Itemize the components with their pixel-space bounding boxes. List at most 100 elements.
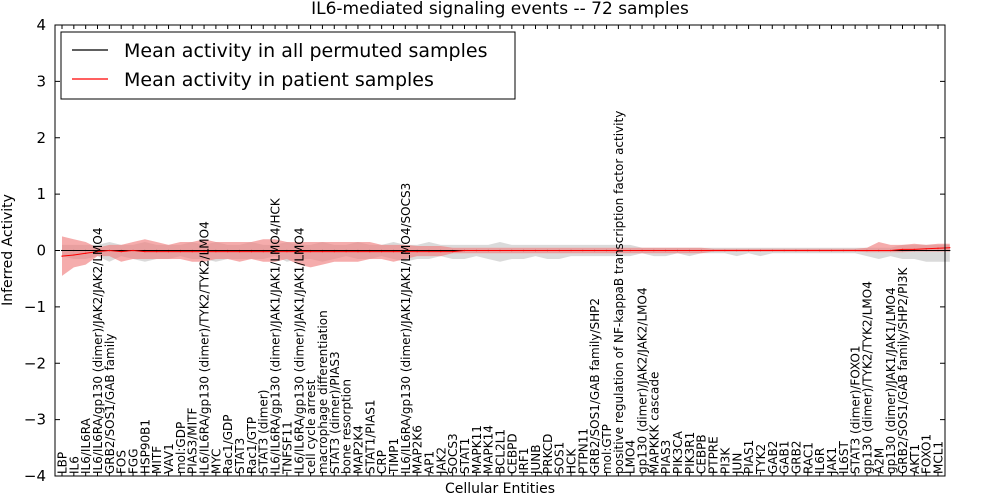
patient-point-16 [250, 251, 253, 253]
x-tick-label-42: SOS1 [553, 442, 567, 474]
y-tick-label-6: 2 [36, 129, 46, 147]
patient-point-1 [73, 254, 75, 256]
patient-point-69 [878, 249, 880, 252]
x-tick-label-73: FOXO1 [920, 434, 934, 474]
x-tick-label-25: MAP2K4 [351, 425, 365, 474]
permuted-point-13 [215, 249, 217, 252]
patient-point-67 [854, 249, 856, 252]
patient-point-46 [605, 249, 608, 252]
x-tick-label-3: IL6/IL6RA/gp130 (dimer)/JAK2/JAK2/LMO4 [91, 228, 105, 474]
x-tick-label-0: LBP [56, 452, 70, 474]
x-axis-label: Cellular Entities [445, 481, 555, 497]
x-tick-label-21: cell cycle arrest [304, 379, 318, 474]
y-tick-label-1: −3 [24, 411, 46, 429]
patient-point-36 [487, 249, 489, 252]
x-tick-label-67: STAT3 (dimer)/FOXO1 [849, 345, 863, 474]
permuted-point-5 [120, 249, 122, 252]
permuted-point-11 [191, 249, 193, 252]
x-tick-label-56: PI3K [718, 447, 732, 474]
x-tick-label-39: IRF1 [517, 448, 531, 474]
x-tick-label-7: HSP90B1 [138, 419, 152, 474]
patient-point-25 [357, 251, 359, 253]
permuted-point-28 [392, 249, 395, 252]
patient-point-41 [546, 249, 548, 252]
x-tick-label-37: BCL2L1 [494, 429, 508, 474]
x-tick-label-74: MCL1 [932, 441, 946, 474]
y-tick-label-3: −1 [24, 298, 46, 316]
x-tick-label-66: IL6ST [837, 441, 851, 474]
patient-point-3 [96, 251, 99, 253]
x-tick-label-16: Rac1/GTP [245, 417, 259, 474]
x-tick-label-48: LMO4 [624, 440, 638, 474]
x-tick-label-68: gp130 (dimer)/TYK2/TYK2/LMO4 [860, 281, 874, 474]
permuted-point-21 [309, 249, 312, 252]
patient-point-44 [582, 249, 584, 252]
patient-point-45 [594, 249, 596, 252]
patient-point-57 [736, 249, 738, 252]
x-tick-label-24: bone resorption [340, 379, 354, 474]
patient-point-19 [286, 251, 288, 253]
patient-point-50 [653, 249, 655, 252]
patient-point-6 [132, 249, 134, 252]
legend-label-patient: Mean activity in patient samples [124, 69, 434, 91]
permuted-point-18 [274, 249, 276, 252]
patient-point-54 [700, 249, 702, 252]
permuted-point-9 [167, 249, 170, 252]
patient-point-18 [274, 251, 276, 253]
patient-point-39 [523, 249, 525, 252]
patient-point-30 [416, 251, 418, 253]
x-tick-label-36: MAPK14 [482, 425, 496, 474]
x-tick-label-10: mol:GDP [174, 422, 188, 474]
permuted-point-27 [381, 249, 383, 252]
patient-point-22 [321, 251, 324, 253]
x-tick-label-8: MITF [150, 446, 164, 474]
permuted-point-71 [901, 249, 904, 252]
patient-point-8 [156, 251, 158, 253]
permuted-point-8 [156, 249, 158, 252]
permuted-point-30 [416, 249, 418, 252]
patient-point-9 [167, 251, 170, 253]
x-tick-label-22: macrophage differentiation [316, 310, 330, 474]
y-tick-label-8: 4 [36, 16, 46, 34]
permuted-point-2 [85, 249, 87, 252]
patient-point-75 [949, 247, 951, 249]
permuted-point-75 [949, 249, 951, 252]
permuted-point-33 [452, 249, 454, 252]
x-tick-label-71: GRB2/SOS1/GAB family/SHP2/PI3K [896, 266, 910, 474]
patient-point-40 [534, 249, 537, 252]
patient-point-52 [676, 249, 679, 252]
x-tick-label-27: CRP [375, 450, 389, 474]
permuted-point-12 [203, 249, 205, 252]
patient-point-56 [724, 249, 726, 252]
x-tick-label-70: gp130 (dimer)/JAK1/JAK1/LMO4 [884, 287, 898, 474]
patient-point-59 [759, 249, 762, 252]
x-tick-label-45: GRB2/SOS1/GAB family/SHP2 [588, 298, 602, 474]
x-tick-label-17: STAT3 (dimer) [257, 390, 271, 474]
permuted-point-73 [925, 249, 927, 252]
patient-point-17 [262, 251, 264, 253]
patient-point-11 [191, 251, 193, 253]
patient-band [62, 236, 950, 276]
x-tick-label-11: PIAS3/MITF [186, 407, 200, 474]
patient-point-32 [440, 251, 442, 253]
patient-point-66 [842, 249, 844, 252]
permuted-point-1 [73, 249, 75, 252]
x-tick-label-63: RAC1 [801, 442, 815, 474]
legend-box [60, 31, 516, 100]
x-tick-label-49: gp130 (dimer)/JAK2/JAK2/LMO4 [636, 287, 650, 474]
patient-point-5 [120, 251, 122, 253]
x-tick-label-59: TYK2 [754, 444, 768, 475]
x-tick-label-2: IL6/IL6RA [79, 417, 93, 474]
patient-point-20 [298, 251, 300, 253]
patient-point-12 [203, 251, 205, 253]
permuted-point-24 [345, 249, 347, 252]
patient-point-70 [890, 249, 892, 252]
x-tick-label-30: MAP2K6 [411, 425, 425, 474]
patient-point-49 [641, 249, 643, 252]
x-tick-label-6: FGG [127, 449, 141, 475]
x-tick-label-61: GAB1 [778, 441, 792, 474]
patient-point-74 [937, 247, 939, 249]
patient-point-43 [570, 249, 572, 252]
permuted-point-31 [428, 249, 430, 252]
permuted-point-10 [179, 249, 181, 252]
